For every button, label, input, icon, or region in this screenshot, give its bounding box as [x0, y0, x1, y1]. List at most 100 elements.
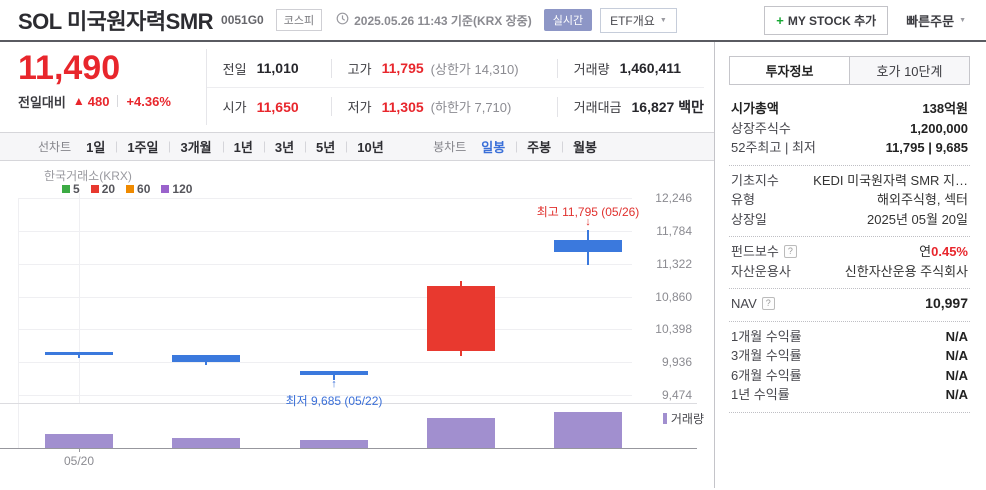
y-axis-label: 11,784 [656, 223, 692, 238]
market-cap-value: 138억원 [922, 101, 968, 116]
ma-20-legend: 20 [90, 182, 115, 196]
volume-label: 거래량 [573, 61, 610, 77]
listing-date-value: 2025년 05월 20일 [867, 211, 968, 227]
help-icon[interactable]: ? [761, 297, 775, 311]
day-high: 고가 11,795 (상한가 14,310) [330, 58, 557, 78]
day-high-value: 11,795 [381, 60, 424, 76]
chart-source-label: 한국거래소(KRX) [44, 169, 132, 183]
return-6m-value: N/A [945, 367, 968, 383]
quote-time: 2025.05.26 11:43 기준(KRX 장중) [336, 12, 532, 29]
listing-date-row: 상장일 2025년 05월 20일 [731, 210, 968, 230]
mode-daily[interactable]: 일봉 [481, 140, 506, 155]
period-10y[interactable]: 10년 [346, 137, 394, 156]
return-1y-label: 1년 수익률 [731, 387, 790, 402]
prev-close-label: 전일 [222, 61, 247, 77]
return-1m-row: 1개월 수익률 N/A [731, 327, 968, 347]
toolbar-periods: 1일 1주일 3개월 1년 3년 5년 10년 [75, 137, 395, 156]
etf-overview-dropdown[interactable]: ETF개요 ▼ [600, 7, 677, 33]
return-1y-value: N/A [945, 387, 968, 402]
candle-wick-05-22 [333, 371, 335, 380]
current-price: 11,490 [18, 49, 121, 87]
listed-shares-row: 상장주식수 1,200,000 [731, 119, 968, 139]
quote-row: 시가 11,650 저가 11,305 (하한가 7,710) 거래대금 16,827 백만 [206, 87, 704, 125]
volume-bar-05-23 [427, 417, 495, 448]
y-axis-label: 9,936 [661, 355, 692, 370]
fund-manager-value: 신한자산운용 주식회사 [844, 263, 968, 279]
fund-manager-row: 자산운용사 신한자산운용 주식회사 [731, 262, 968, 282]
divider [117, 95, 119, 108]
tab-orderbook-10[interactable]: 호가 10단계 [849, 57, 969, 84]
market-cap-row: 시가총액 138억원 [731, 99, 968, 119]
period-5y[interactable]: 5년 [305, 137, 346, 156]
mode-weekly[interactable]: 주봉 [516, 137, 562, 156]
volume-legend-swatch [662, 413, 667, 424]
volume-bar-05-21 [172, 437, 240, 448]
quick-order-button[interactable]: 빠른주문 ▼ [906, 11, 966, 30]
realtime-badge: 실시간 [543, 9, 593, 31]
add-my-stock-label: MY STOCK 추가 [787, 13, 877, 28]
page-title: SOL 미국원자력SMR [18, 9, 214, 34]
y-axis-label: 10,398 [655, 322, 692, 337]
volume-bar-05-26 [554, 412, 622, 448]
day-low-limit: (하한가 7,710) [430, 100, 512, 115]
change-percent: +4.36% [126, 93, 171, 109]
tab-invest-info[interactable]: 투자정보 [730, 57, 849, 84]
period-1y[interactable]: 1년 [223, 137, 264, 156]
candle-05-23 [427, 285, 495, 352]
fund-type-value: 해외주식형, 섹터 [877, 192, 968, 207]
fund-type-label: 유형 [731, 192, 755, 207]
y-axis-label: 9,474 [661, 388, 692, 402]
candle-chart-label: 봉차트 [433, 140, 467, 154]
period-1w[interactable]: 1주일 [116, 137, 169, 156]
fund-fee-unit: 연 [919, 244, 932, 259]
high-annotation: 최고 11,795 (05/26) [536, 205, 640, 219]
sidebar-section: 1개월 수익률 N/A 3개월 수익률 N/A 6개월 수익률 N/A 1년 수익률 N/A [729, 320, 970, 413]
plus-icon: + [776, 12, 784, 28]
return-1m-value: N/A [945, 328, 968, 344]
candle-05-21 [172, 355, 240, 362]
volume-bar-05-20 [45, 433, 113, 448]
invest-info-sidebar: 투자정보 호가 10단계 시가총액 138억원 상장주식수 1,200,000 52주최고… [714, 42, 986, 488]
high-arrow-icon: ↓ [585, 216, 591, 228]
help-icon[interactable]: ? [783, 245, 797, 259]
market-badge: 코스피 [275, 9, 323, 31]
price-summary: 11,490 전일대비 ▲ 480 +4.36% 전일 11,010 고가 11,79… [0, 42, 714, 132]
return-3m-row: 3개월 수익률 N/A [731, 346, 968, 366]
market-cap-label: 시가총액 [731, 101, 779, 116]
period-3y[interactable]: 3년 [264, 137, 305, 156]
nav-label: NAV? [731, 294, 775, 314]
sidebar-tabs: 투자정보 호가 10단계 [729, 56, 970, 85]
toolbar-candle-modes: 일봉 주봉 월봉 [470, 137, 608, 156]
listing-date-label: 상장일 [731, 211, 767, 227]
open-price: 시가 11,650 [207, 97, 331, 116]
header: SOL 미국원자력SMR 0051G0 코스피 2025.05.26 11:43… [0, 0, 986, 42]
price-change: 전일대비 ▲ 480 +4.36% [18, 92, 206, 111]
chevron-down-icon: ▼ [959, 16, 966, 24]
chart-column: 11,490 전일대비 ▲ 480 +4.36% 전일 11,010 고가 11,79… [0, 42, 714, 488]
prev-close-value: 11,010 [256, 60, 299, 76]
week52-high-low-value: 11,795 | 9,685 [885, 140, 968, 155]
add-my-stock-button[interactable]: + MY STOCK 추가 [764, 5, 889, 35]
ma-60-legend: 60 [126, 182, 150, 196]
candle-chart-group: 봉차트 일봉 주봉 월봉 [433, 137, 608, 156]
day-high-limit: (상한가 14,310) [430, 61, 519, 77]
chevron-down-icon: ▼ [659, 16, 667, 24]
listed-shares-label: 상장주식수 [731, 120, 791, 136]
ma-120-legend: 120 [161, 182, 192, 196]
quote-table: 전일 11,010 고가 11,795 (상한가 14,310) 거래량 1,460,411… [206, 42, 714, 132]
return-1y-row: 1년 수익률 N/A [731, 385, 968, 405]
period-3m[interactable]: 3개월 [169, 137, 222, 156]
period-1d[interactable]: 1일 [86, 140, 106, 155]
chart-toolbar: 선차트 1일 1주일 3개월 1년 3년 5년 10년 봉차트 일봉 주봉 월봉 [0, 132, 714, 161]
return-6m-label: 6개월 수익률 [731, 367, 802, 383]
y-axis-label: 12,246 [655, 191, 692, 205]
listed-shares-value: 1,200,000 [910, 120, 968, 136]
low-annotation: 최저 9,685 (05/22) [285, 394, 383, 408]
volume-legend: 거래량 [662, 410, 704, 427]
mode-monthly[interactable]: 월봉 [562, 137, 608, 156]
line-chart-group: 선차트 1일 1주일 3개월 1년 3년 5년 10년 [0, 137, 395, 156]
volume-value: 1,460,411 [619, 60, 682, 76]
x-axis-label: 05/20 [63, 454, 95, 468]
base-index-row: 기초지수 KEDI 미국원자력 SMR 지… [731, 171, 968, 191]
